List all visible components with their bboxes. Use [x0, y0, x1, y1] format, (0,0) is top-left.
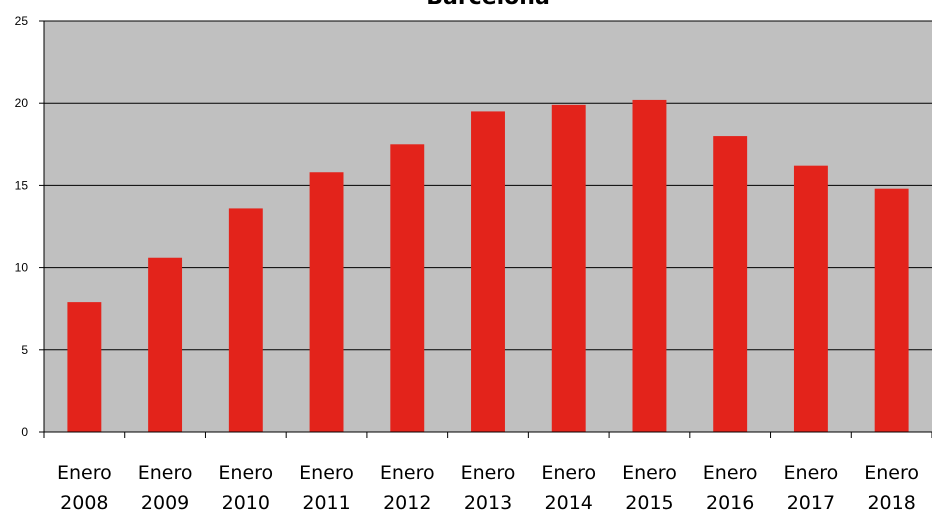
- bar: [632, 99, 667, 433]
- x-tick-label-line: Enero: [864, 462, 919, 484]
- bar: [874, 188, 909, 432]
- x-tick-label: Enero 2008: [57, 462, 112, 514]
- y-tick-label: 10: [15, 261, 29, 275]
- x-tick-label-line: Enero: [784, 462, 839, 484]
- x-tick-label-line: 2011: [302, 492, 350, 514]
- bars: [67, 99, 909, 433]
- x-tick-label-line: Enero: [703, 462, 758, 484]
- chart-title: Barcelona: [426, 0, 550, 10]
- x-tick-label: Enero 2012: [380, 462, 435, 514]
- x-tick-label-line: Enero: [380, 462, 435, 484]
- x-tick-label-line: 2009: [141, 492, 189, 514]
- x-tick-label: Enero 2016: [703, 462, 758, 514]
- bar: [793, 165, 828, 432]
- x-tick-label-line: 2016: [706, 492, 754, 514]
- x-tick-label-line: 2008: [60, 492, 108, 514]
- x-tick-label-line: 2012: [383, 492, 431, 514]
- x-tick-label: Enero 2015: [622, 462, 677, 514]
- x-tick-label-line: 2015: [625, 492, 673, 514]
- y-tick-label: 20: [15, 96, 29, 110]
- bar: [471, 111, 505, 433]
- x-tick-label: Enero 2014: [541, 462, 596, 514]
- x-tick-label: Enero 2010: [218, 462, 273, 514]
- x-tick-label-line: Enero: [622, 462, 677, 484]
- y-tick-label: 25: [15, 14, 29, 28]
- x-tick-label-line: 2013: [464, 492, 512, 514]
- x-tick-label: Enero 2009: [138, 462, 193, 514]
- x-tick-label-line: 2014: [545, 492, 593, 514]
- x-tick-label-line: Enero: [541, 462, 596, 484]
- x-tick-label-line: Enero: [461, 462, 516, 484]
- y-tick-label: 15: [15, 178, 29, 192]
- x-tick-label: Enero 2013: [461, 462, 516, 514]
- x-tick-label-line: 2017: [787, 492, 835, 514]
- bar: [713, 136, 748, 432]
- bar: [67, 302, 102, 432]
- y-axis-ticks: 0 5 10 15 20 25: [15, 14, 44, 439]
- bar: [228, 208, 263, 432]
- x-tick-label-line: Enero: [299, 462, 354, 484]
- x-tick-label: Enero 2017: [784, 462, 839, 514]
- x-tick-label-line: Enero: [138, 462, 193, 484]
- x-tick-label-line: Enero: [218, 462, 273, 484]
- x-tick-label: Enero 2018: [864, 462, 919, 514]
- bar: [390, 144, 425, 433]
- x-tick-label-line: 2010: [222, 492, 270, 514]
- bar: [551, 104, 586, 433]
- x-tick-label-line: 2018: [867, 492, 915, 514]
- x-tick-label-line: Enero: [57, 462, 112, 484]
- y-tick-label: 5: [21, 343, 28, 357]
- x-tick-label: Enero 2011: [299, 462, 354, 514]
- bar: [309, 172, 344, 433]
- bar: [148, 257, 183, 432]
- y-tick-label: 0: [21, 425, 28, 439]
